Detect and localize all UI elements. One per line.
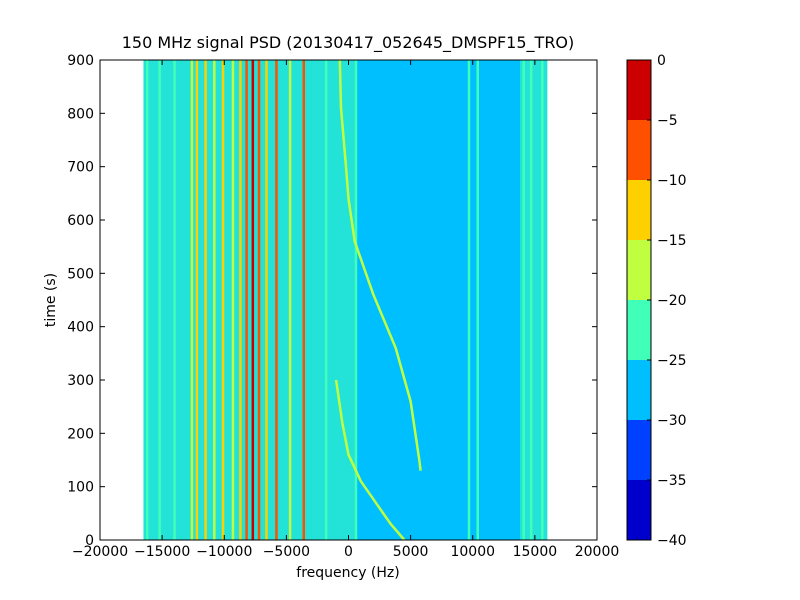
x-tick-label: 20000 [575,544,620,560]
band-segment [464,60,484,540]
x-axis-label: frequency (Hz) [296,565,399,581]
colorbar-tick-label: −35 [657,473,687,489]
colorbar-tick-label: −25 [657,353,687,369]
y-tick-label: 800 [67,106,94,122]
colorbar-band [627,180,651,240]
colorbar-tick-label: −30 [657,413,687,429]
colorbar-bands [627,60,651,540]
colorbar-band [627,300,651,360]
y-tick-label: 600 [67,213,94,229]
x-tick-label: 15000 [513,544,558,560]
y-tick-label: 900 [67,53,94,69]
doppler-trace [334,379,406,541]
x-tick-label: −20000 [72,544,128,560]
y-tick-label: 200 [67,426,94,442]
y-tick-label: 300 [67,373,94,389]
colorbar-band [627,60,651,120]
y-tick-label: 100 [67,480,94,496]
colorbar-band [627,420,651,480]
colorbar-tick-label: 0 [657,53,666,69]
colorbar-tick-label: −15 [657,233,687,249]
x-tick-label: −10000 [196,544,252,560]
colorbar-band [627,240,651,300]
doppler-trace [338,59,422,471]
colorbar-band [627,480,651,540]
colorbar-band [627,120,651,180]
band-segment [311,60,358,540]
colorbar: −40 −35 −30 −25 −20 −15 −10 −5 0 [626,53,687,549]
band-segment [483,60,520,540]
chart-title: 150 MHz signal PSD (20130417_052645_DMSP… [122,33,575,53]
colorbar-ticks: −40 −35 −30 −25 −20 −15 −10 −5 0 [647,53,687,549]
y-tick-label: 400 [67,320,94,336]
y-tick-label: 500 [67,266,94,282]
colorbar-tick-label: −20 [657,293,687,309]
x-axis-ticks: −20000 −15000 −10000 −5000 0 5000 10000 15000 20… [72,60,619,560]
colorbar-tick-label: −5 [657,113,678,129]
x-tick-label: 0 [344,544,353,560]
x-tick-label: −15000 [134,544,190,560]
band-segment [357,60,465,540]
band-segment [143,60,312,540]
y-axis-label: time (s) [43,273,59,327]
x-tick-label: −5000 [263,544,310,560]
colorbar-band [627,360,651,420]
colorbar-tick-label: −40 [657,533,687,549]
spectrogram [143,59,548,541]
x-tick-label: 10000 [450,544,495,560]
y-tick-label: 0 [85,533,94,549]
y-tick-label: 700 [67,160,94,176]
colorbar-tick-label: −10 [657,173,687,189]
y-axis-ticks: 0 100 200 300 400 500 600 700 800 900 [67,53,597,549]
x-tick-label: 5000 [393,544,429,560]
plot-area: −20000 −15000 −10000 −5000 0 5000 10000 15000 20… [67,53,619,560]
